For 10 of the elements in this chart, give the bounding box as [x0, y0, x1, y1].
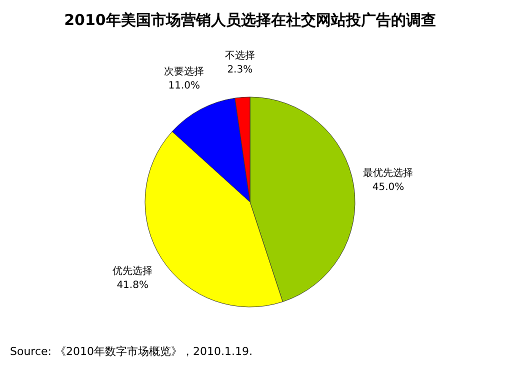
slice-label: 不选择	[224, 49, 255, 62]
data-label: 2.3%	[227, 64, 253, 76]
slice-label: 次要选择	[164, 65, 204, 78]
data-label: 11.0%	[168, 80, 200, 92]
source-note: Source: 《2010年数字市场概览》，2010.1.19.	[10, 345, 252, 358]
chart-title: 2010年美国市场营销人员选择在社交网站投广告的调查	[64, 11, 436, 29]
slice-label: 优先选择	[112, 265, 153, 278]
slice-label: 最优先选择	[363, 166, 414, 179]
data-label: 45.0%	[372, 182, 404, 193]
data-label: 41.8%	[116, 280, 148, 292]
